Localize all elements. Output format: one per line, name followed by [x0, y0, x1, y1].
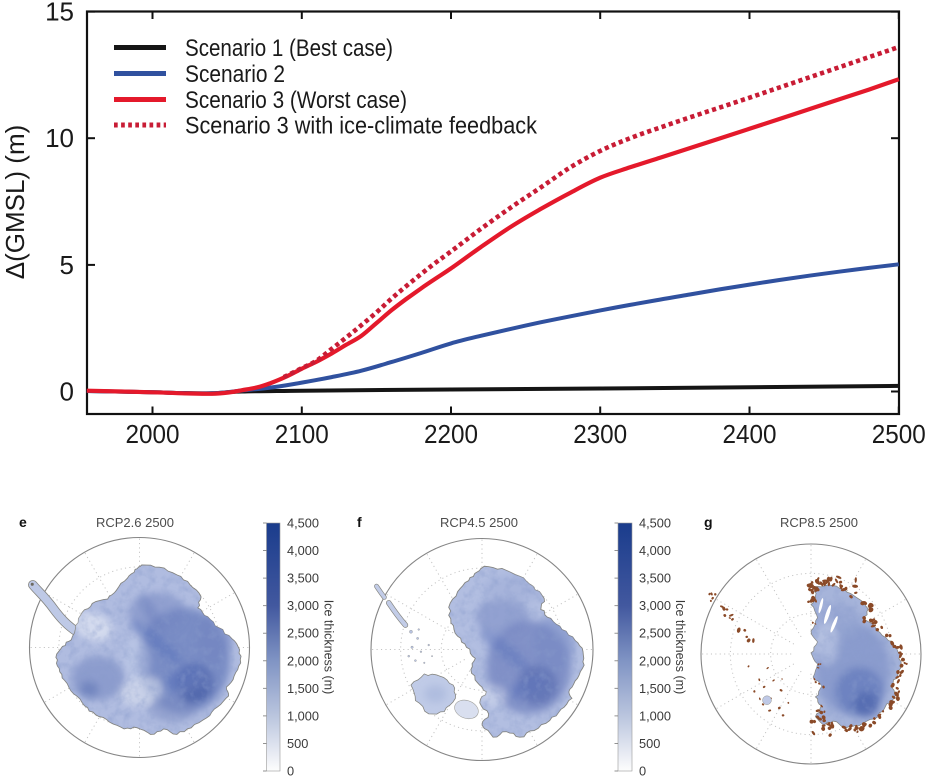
svg-text:1,000: 1,000: [639, 708, 671, 723]
svg-text:500: 500: [287, 736, 308, 751]
svg-text:0: 0: [287, 764, 294, 779]
svg-text:Ice thickness (m): Ice thickness (m): [673, 600, 687, 694]
svg-text:1,500: 1,500: [639, 681, 671, 696]
svg-text:Scenario 1 (Best case): Scenario 1 (Best case): [185, 35, 393, 62]
svg-text:5: 5: [60, 250, 74, 280]
svg-text:Scenario 3 with ice-climate fe: Scenario 3 with ice-climate feedback: [185, 113, 538, 140]
svg-text:Ice thickness (m): Ice thickness (m): [322, 600, 336, 694]
svg-text:1,000: 1,000: [287, 708, 319, 723]
svg-text:RCP8.5 2500: RCP8.5 2500: [780, 515, 858, 530]
svg-text:0: 0: [639, 764, 646, 779]
svg-text:4,000: 4,000: [287, 543, 319, 558]
svg-text:Δ(GMSL) (m): Δ(GMSL) (m): [0, 125, 30, 280]
svg-text:RCP4.5 2500: RCP4.5 2500: [440, 515, 518, 530]
svg-text:10: 10: [45, 123, 74, 153]
svg-text:g: g: [704, 514, 713, 530]
svg-text:15: 15: [45, 0, 74, 27]
svg-text:2,500: 2,500: [639, 626, 671, 641]
svg-text:Scenario 3 (Worst case): Scenario 3 (Worst case): [185, 87, 407, 114]
svg-text:500: 500: [639, 736, 660, 751]
svg-text:0: 0: [60, 377, 74, 407]
svg-text:2000: 2000: [126, 419, 180, 449]
svg-text:2300: 2300: [573, 419, 627, 449]
svg-text:4,000: 4,000: [639, 543, 671, 558]
svg-text:f: f: [357, 514, 362, 530]
svg-text:Scenario 2: Scenario 2: [185, 61, 285, 88]
svg-text:2500: 2500: [872, 419, 926, 449]
svg-text:3,500: 3,500: [287, 571, 319, 586]
svg-text:3,500: 3,500: [639, 571, 671, 586]
svg-text:2,000: 2,000: [287, 653, 319, 668]
svg-text:e: e: [19, 514, 27, 530]
svg-text:2,500: 2,500: [287, 626, 319, 641]
svg-text:4,500: 4,500: [287, 516, 319, 531]
svg-text:2,000: 2,000: [639, 653, 671, 668]
svg-text:2200: 2200: [424, 419, 478, 449]
svg-text:2100: 2100: [275, 419, 329, 449]
svg-text:1,500: 1,500: [287, 681, 319, 696]
svg-text:RCP2.6 2500: RCP2.6 2500: [96, 515, 174, 530]
svg-text:3,000: 3,000: [639, 598, 671, 613]
svg-text:4,500: 4,500: [639, 516, 671, 531]
svg-text:3,000: 3,000: [287, 598, 319, 613]
svg-text:2400: 2400: [723, 419, 777, 449]
